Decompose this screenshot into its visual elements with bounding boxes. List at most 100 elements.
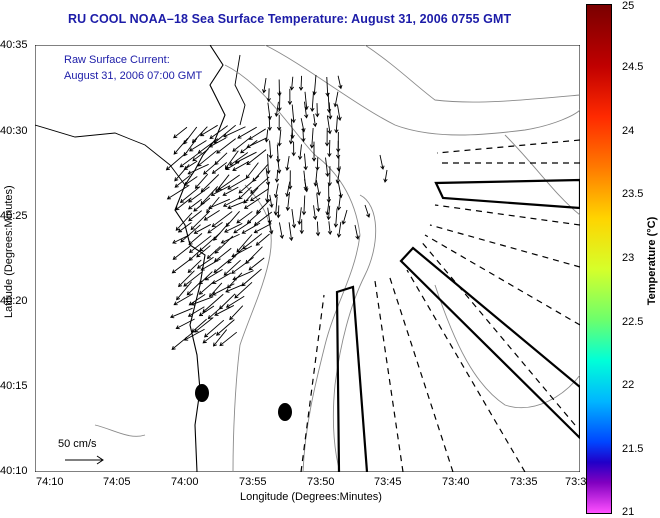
scale-arrow: [65, 455, 104, 465]
current-vector: [267, 102, 272, 121]
current-vector: [285, 155, 290, 171]
current-vector: [183, 271, 202, 287]
plot-frame: [35, 45, 580, 472]
current-vector: [231, 245, 253, 258]
current-vector: [192, 148, 209, 162]
current-vector: [336, 221, 342, 238]
current-vector: [278, 222, 284, 240]
current-vector: [226, 272, 243, 289]
current-vector: [207, 222, 223, 234]
current-vector: [301, 128, 306, 143]
current-vector: [173, 293, 194, 306]
y-tick: 40:20: [0, 295, 28, 307]
current-vector: [304, 101, 309, 119]
current-vector: [202, 332, 217, 344]
current-vector: [222, 197, 240, 207]
current-vector: [233, 221, 252, 234]
current-vector: [337, 104, 342, 121]
colorbar-tick: 24: [622, 125, 635, 137]
current-vector: [212, 272, 232, 284]
current-vector: [219, 331, 238, 347]
current-vector: [327, 140, 332, 158]
current-vector: [177, 222, 192, 233]
current-vector: [277, 129, 282, 147]
current-vector: [312, 205, 318, 221]
current-vector: [225, 295, 245, 308]
current-vector: [324, 127, 330, 147]
current-vector: [200, 258, 221, 271]
current-vector: [232, 160, 250, 171]
current-vector: [315, 103, 320, 118]
current-vector: [227, 199, 249, 210]
current-vector: [288, 222, 294, 242]
current-vector: [236, 234, 253, 253]
current-vector: [253, 223, 272, 234]
current-vector: [325, 157, 330, 178]
current-vector: [288, 129, 294, 145]
current-vector: [187, 259, 202, 274]
current-vector: [268, 140, 273, 159]
current-vector: [176, 281, 192, 301]
current-vector: [225, 283, 246, 293]
map-plot: [35, 45, 580, 472]
bathymetry-contours: [94, 45, 580, 472]
colorbar-label: Temperature (°C): [646, 216, 658, 306]
x-tick: 74:00: [171, 476, 199, 488]
current-vector: [208, 137, 227, 148]
current-vector: [208, 198, 231, 210]
current-vector: [291, 141, 296, 157]
current-vector: [211, 211, 233, 228]
current-vector: [241, 268, 262, 287]
current-vector: [309, 128, 315, 149]
x-tick: 73:45: [374, 476, 402, 488]
current-vector: [194, 317, 214, 333]
mooring-marker: [195, 384, 209, 402]
current-vector: [310, 91, 315, 112]
current-vector: [209, 125, 228, 140]
current-vector: [173, 138, 189, 155]
current-vector: [255, 233, 270, 246]
current-vector: [179, 186, 201, 203]
current-vector: [315, 221, 321, 237]
current-vector: [214, 305, 235, 316]
current-vector: [327, 166, 332, 187]
current-vector: [264, 129, 269, 143]
current-vector: [207, 305, 224, 320]
current-vector: [203, 210, 220, 221]
current-vector: [326, 115, 332, 135]
current-vector: [175, 197, 192, 211]
current-vector: [333, 91, 339, 108]
current-vector: [325, 196, 331, 216]
current-vector: [171, 331, 195, 350]
x-tick: 74:10: [36, 476, 64, 488]
current-vector: [237, 126, 257, 139]
current-vector: [172, 234, 190, 244]
current-vector: [227, 176, 250, 190]
temperature-colorbar: [586, 4, 612, 514]
current-vector: [277, 91, 282, 112]
colorbar-tick: 21.5: [622, 443, 644, 455]
current-vector: [203, 319, 225, 338]
current-vector: [383, 169, 388, 183]
current-vector: [187, 186, 210, 203]
current-vector: [315, 179, 321, 196]
current-vector: [196, 245, 211, 258]
sector-lines: [300, 139, 580, 472]
current-vector: [326, 92, 332, 114]
current-vector: [212, 329, 228, 347]
current-vector: [224, 150, 239, 170]
current-vector: [337, 75, 343, 90]
current-vector: [217, 174, 240, 191]
colorbar-tick: 21: [622, 506, 635, 518]
current-vector: [289, 76, 295, 91]
current-vector: [208, 282, 223, 298]
barrier-island: [234, 54, 246, 126]
current-vector: [287, 88, 293, 106]
current-vector: [336, 193, 342, 211]
current-vector: [328, 102, 333, 120]
x-tick: 73:3: [565, 476, 587, 488]
current-vector: [188, 210, 202, 222]
current-vector: [224, 223, 243, 233]
current-vector: [188, 233, 203, 246]
current-vector: [186, 280, 202, 296]
